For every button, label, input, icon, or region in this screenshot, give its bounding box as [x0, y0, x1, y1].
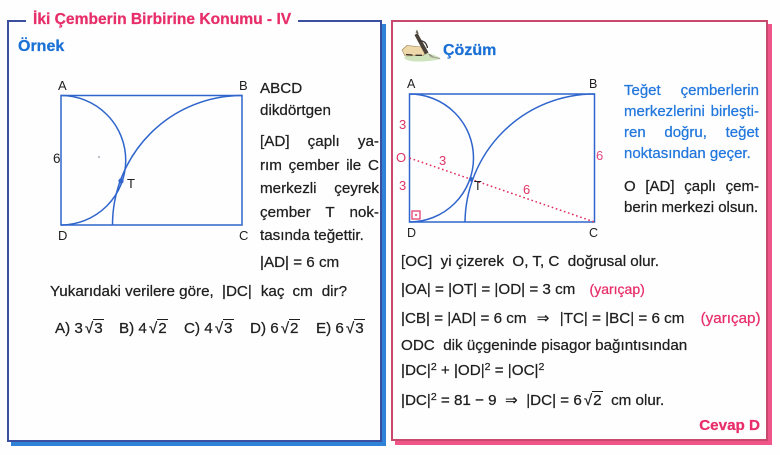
svg-text:T: T [127, 176, 135, 191]
svg-text:6: 6 [596, 148, 603, 163]
svg-text:D: D [407, 226, 416, 240]
svg-text:C: C [239, 228, 248, 243]
svg-text:B: B [239, 78, 248, 93]
svg-text:D: D [58, 228, 67, 243]
svg-text:O: O [396, 150, 406, 165]
svg-text:3: 3 [399, 117, 406, 132]
svg-text:T: T [474, 179, 482, 193]
svg-text:3: 3 [439, 153, 446, 168]
svg-text:6: 6 [523, 182, 530, 197]
svg-text:C: C [589, 226, 598, 240]
svg-text:B: B [589, 77, 597, 91]
svg-text:3: 3 [399, 178, 406, 193]
svg-text:A: A [58, 78, 67, 93]
svg-text:A: A [407, 77, 416, 91]
svg-text:6: 6 [53, 151, 61, 166]
